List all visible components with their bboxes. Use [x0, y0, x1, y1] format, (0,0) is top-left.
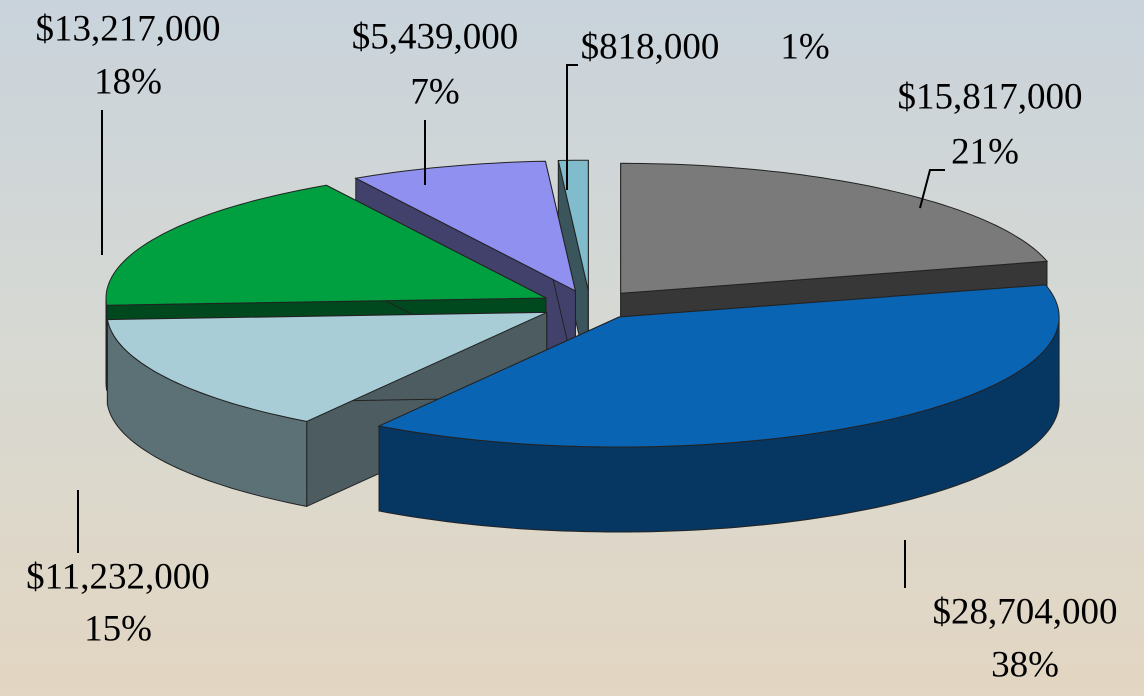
- pie: [105, 159, 1060, 533]
- value-label: $11,232,000: [26, 556, 210, 597]
- slice-side: [105, 297, 108, 391]
- leader-line: [919, 169, 945, 209]
- slice: [105, 184, 547, 306]
- slice: [377, 284, 1060, 448]
- percent-label: 15%: [84, 608, 152, 649]
- labels: $15,817,000 21% $28,704,000 38% $11,232,000 1…: [26, 8, 1117, 685]
- slice: [106, 311, 547, 422]
- value-label: $13,217,000: [36, 8, 221, 49]
- slice: [557, 159, 589, 291]
- slice: [620, 162, 1049, 294]
- value-label: $28,704,000: [933, 591, 1118, 632]
- value-label: $818,000: [581, 26, 720, 67]
- leader-line: [566, 64, 578, 190]
- value-label: $5,439,000: [352, 16, 519, 57]
- percent-label: 21%: [951, 131, 1019, 172]
- percent-label: 1%: [780, 26, 829, 67]
- percent-label: 18%: [94, 61, 162, 102]
- value-label: $15,817,000: [898, 76, 1083, 117]
- slice: [354, 160, 577, 292]
- percent-label: 7%: [410, 71, 459, 112]
- percent-label: 38%: [991, 644, 1059, 685]
